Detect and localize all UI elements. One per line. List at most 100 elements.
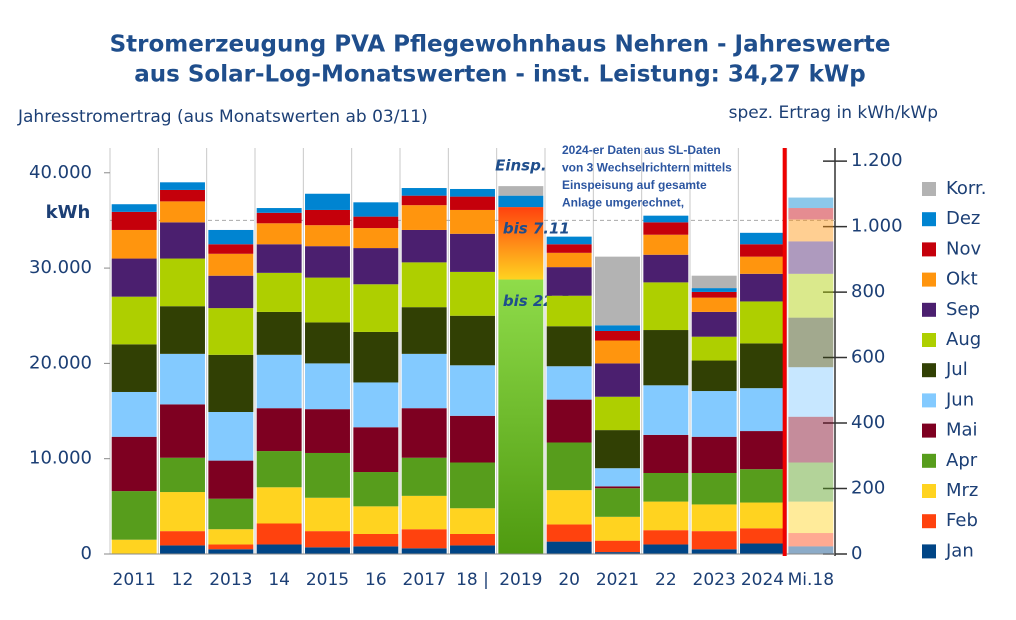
bar-segment xyxy=(740,273,785,302)
bar-segment xyxy=(691,531,737,550)
bar-segment xyxy=(160,404,205,458)
y-tick-label: 0 xyxy=(81,543,92,564)
bar-segment xyxy=(111,436,157,492)
bar-segment xyxy=(305,363,350,410)
bar-segment xyxy=(401,307,447,354)
bar-segment xyxy=(160,353,205,405)
bar-segment xyxy=(401,353,447,409)
bar-segment xyxy=(305,531,350,548)
bar-segment xyxy=(691,288,737,292)
bar-segment xyxy=(740,502,785,529)
bar-segment xyxy=(595,256,640,326)
bar-segment xyxy=(305,452,350,498)
bar-segment xyxy=(208,308,254,355)
bar-segment xyxy=(546,490,592,525)
bar-segment xyxy=(595,363,640,397)
legend-swatch xyxy=(922,333,936,347)
bar-segment xyxy=(595,430,640,469)
bar-segment xyxy=(595,552,640,554)
bar-segment xyxy=(305,246,350,278)
bar-segment xyxy=(160,306,205,354)
bar-segment xyxy=(691,275,737,289)
bar-segment xyxy=(740,232,785,245)
bar-segment xyxy=(546,399,592,443)
bar-segment xyxy=(643,434,689,473)
bar-segment xyxy=(353,284,399,332)
legend-label: Nov xyxy=(946,238,981,259)
legend-label: Jan xyxy=(945,540,974,561)
bar-segment xyxy=(401,457,447,496)
legend-label: Mai xyxy=(946,420,978,441)
bar-segment xyxy=(401,188,447,196)
bar-segment xyxy=(160,182,205,190)
y-tick-label: 10.000 xyxy=(29,448,92,469)
bar-segment xyxy=(160,201,205,223)
legend-swatch xyxy=(922,242,936,257)
bar-segment xyxy=(450,209,495,234)
bar-segment xyxy=(740,256,785,274)
legend-label: Dez xyxy=(946,208,980,229)
bar-segment xyxy=(788,317,834,368)
bar-segment xyxy=(498,279,544,554)
x-tick-label: 2017 xyxy=(403,570,446,590)
bar-segment xyxy=(353,228,399,249)
bar-segment xyxy=(401,548,447,554)
bar-segment xyxy=(353,546,399,554)
y2-tick-label: 1.000 xyxy=(851,216,903,237)
y-tick-label: 40.000 xyxy=(29,162,92,183)
bar-segment xyxy=(498,195,544,208)
bar-segment xyxy=(256,487,302,524)
bar-segment xyxy=(353,427,399,473)
bar-segment xyxy=(788,546,834,554)
bar-segment xyxy=(643,254,689,283)
bar-segment xyxy=(160,189,205,202)
y-tick-label: 20.000 xyxy=(29,352,92,373)
bar-segment xyxy=(256,544,302,554)
bar-segment xyxy=(160,222,205,259)
bar-segment xyxy=(256,223,302,245)
legend-label: Korr. xyxy=(946,178,986,199)
bar-segment xyxy=(111,229,157,259)
bar-segment xyxy=(305,409,350,453)
y2-axis-label: spez. Ertrag in kWh/kWp xyxy=(729,103,938,123)
bar-segment xyxy=(450,188,495,197)
legend-label: Feb xyxy=(946,510,978,531)
bar-segment xyxy=(160,545,205,554)
bar-segment xyxy=(160,492,205,532)
bar-segment xyxy=(401,529,447,549)
y2-tick-label: 0 xyxy=(851,543,862,564)
bar-segment xyxy=(546,267,592,296)
x-tick-label: Mi.18 xyxy=(788,570,834,590)
bar-segment xyxy=(740,301,785,344)
bar-segment xyxy=(450,533,495,546)
bar-segment xyxy=(208,411,254,461)
bar-segment xyxy=(208,253,254,276)
bar-segment xyxy=(401,408,447,458)
x-tick-label: 14 xyxy=(268,570,290,590)
x-tick-label: 22 xyxy=(655,570,677,590)
bar-segment xyxy=(643,530,689,545)
legend-swatch xyxy=(922,363,936,378)
bar-segment xyxy=(256,408,302,452)
bar-segment xyxy=(595,340,640,364)
bar-segment xyxy=(160,258,205,307)
bar-segment xyxy=(353,216,399,229)
bar-segment xyxy=(691,297,737,312)
bar-segment xyxy=(788,197,834,209)
bar-segment xyxy=(160,457,205,493)
note-line: Anlage umgerechnet, xyxy=(562,196,684,210)
chart-title: Stromerzeugung PVA Pflegewohnhaus Nehren… xyxy=(110,32,891,58)
bar-segment xyxy=(595,488,640,517)
legend-swatch xyxy=(922,544,936,559)
x-tick-label: 18 | xyxy=(456,570,489,590)
bar-segment xyxy=(353,472,399,507)
bar-segment xyxy=(208,275,254,309)
chart-title: aus Solar-Log-Monatswerten - inst. Leist… xyxy=(134,62,866,88)
bar-segment xyxy=(595,486,640,489)
bar-segment xyxy=(546,366,592,400)
bar-segment xyxy=(740,343,785,389)
bar-segment xyxy=(595,325,640,331)
bar-segment xyxy=(305,225,350,247)
bar-segment xyxy=(595,516,640,541)
bar-segment xyxy=(595,396,640,431)
